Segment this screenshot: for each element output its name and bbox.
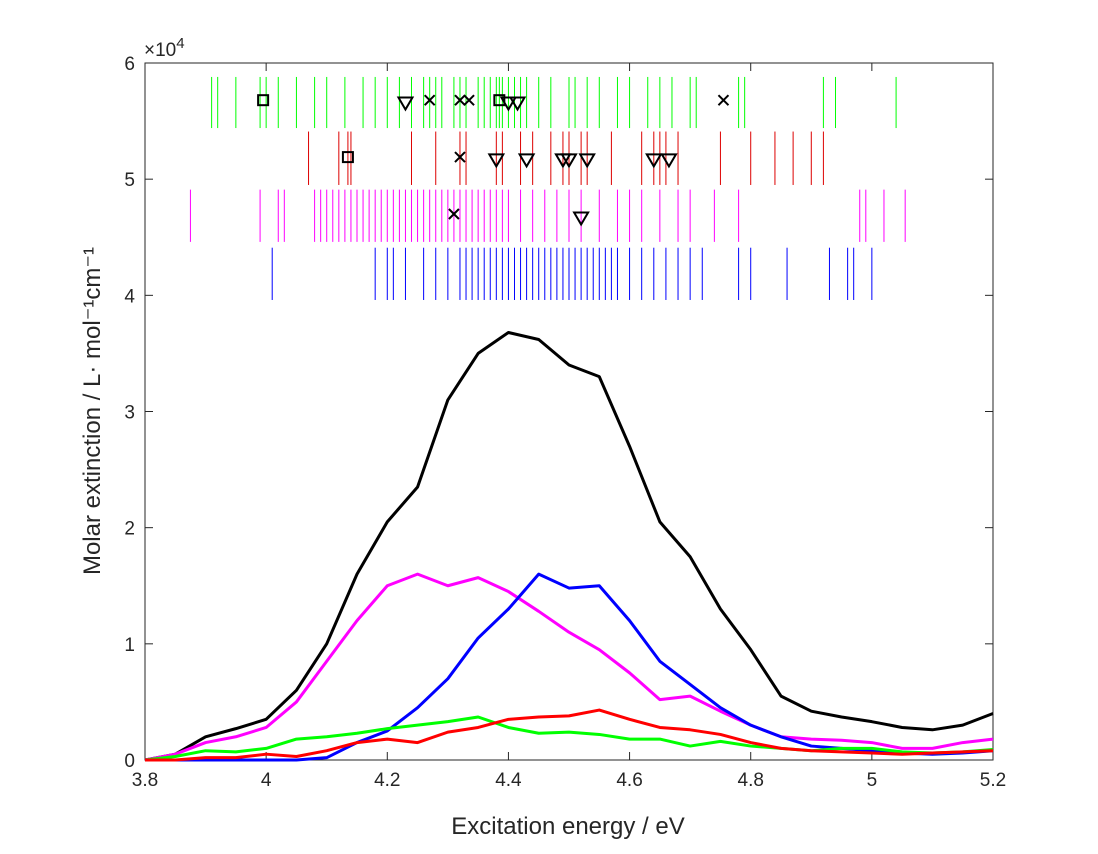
y-tick-label: 6: [124, 54, 135, 75]
y-tick-label: 1: [124, 635, 135, 656]
spectrum-line: [145, 708, 994, 762]
triangle-marker: [396, 96, 415, 112]
cross-marker: [448, 208, 460, 220]
triangle-marker: [645, 153, 663, 169]
y-tick-label: 2: [124, 519, 135, 540]
x-tick-label: 5.2: [980, 770, 1006, 791]
y-tick-label: 4: [124, 286, 135, 307]
triangle-marker: [487, 153, 506, 169]
cross-marker: [423, 94, 436, 106]
spectrum-line: [144, 715, 994, 762]
y-tick-label: 0: [124, 751, 135, 772]
triangle-marker: [560, 153, 578, 169]
spectrum-line: [144, 331, 994, 762]
y-tick-label: 5: [124, 170, 135, 191]
y-axis-label: Molar extinction / L· mol⁻¹cm⁻¹: [79, 247, 106, 575]
x-tick-label: 3.8: [132, 770, 158, 791]
x-tick-label: 4.4: [495, 770, 522, 791]
triangle-marker: [660, 153, 678, 169]
triangle-marker: [499, 96, 518, 112]
x-tick-label: 4.6: [616, 770, 642, 791]
triangle-marker: [578, 153, 596, 169]
triangle-marker: [517, 153, 536, 169]
x-axis-label: Excitation energy / eV: [451, 813, 684, 840]
cross-marker: [454, 151, 466, 163]
triangle-marker: [508, 96, 527, 112]
y-tick-label: 3: [124, 403, 135, 424]
square-marker: [341, 151, 354, 164]
square-marker: [493, 94, 506, 107]
cross-marker: [454, 94, 466, 106]
x-tick-label: 4.2: [374, 770, 400, 791]
y-multiplier: ×104: [144, 35, 185, 61]
x-tick-label: 5: [867, 770, 878, 791]
x-tick-label: 4: [261, 770, 272, 791]
cross-marker: [463, 94, 475, 106]
cross-marker: [717, 94, 730, 106]
square-marker: [257, 94, 270, 107]
y-multiplier-exponent: 4: [176, 35, 184, 52]
triangle-marker: [572, 211, 590, 227]
x-tick-label: 4.8: [738, 770, 764, 791]
spectrum-line: [144, 572, 994, 762]
y-multiplier-base: ×10: [144, 40, 176, 61]
